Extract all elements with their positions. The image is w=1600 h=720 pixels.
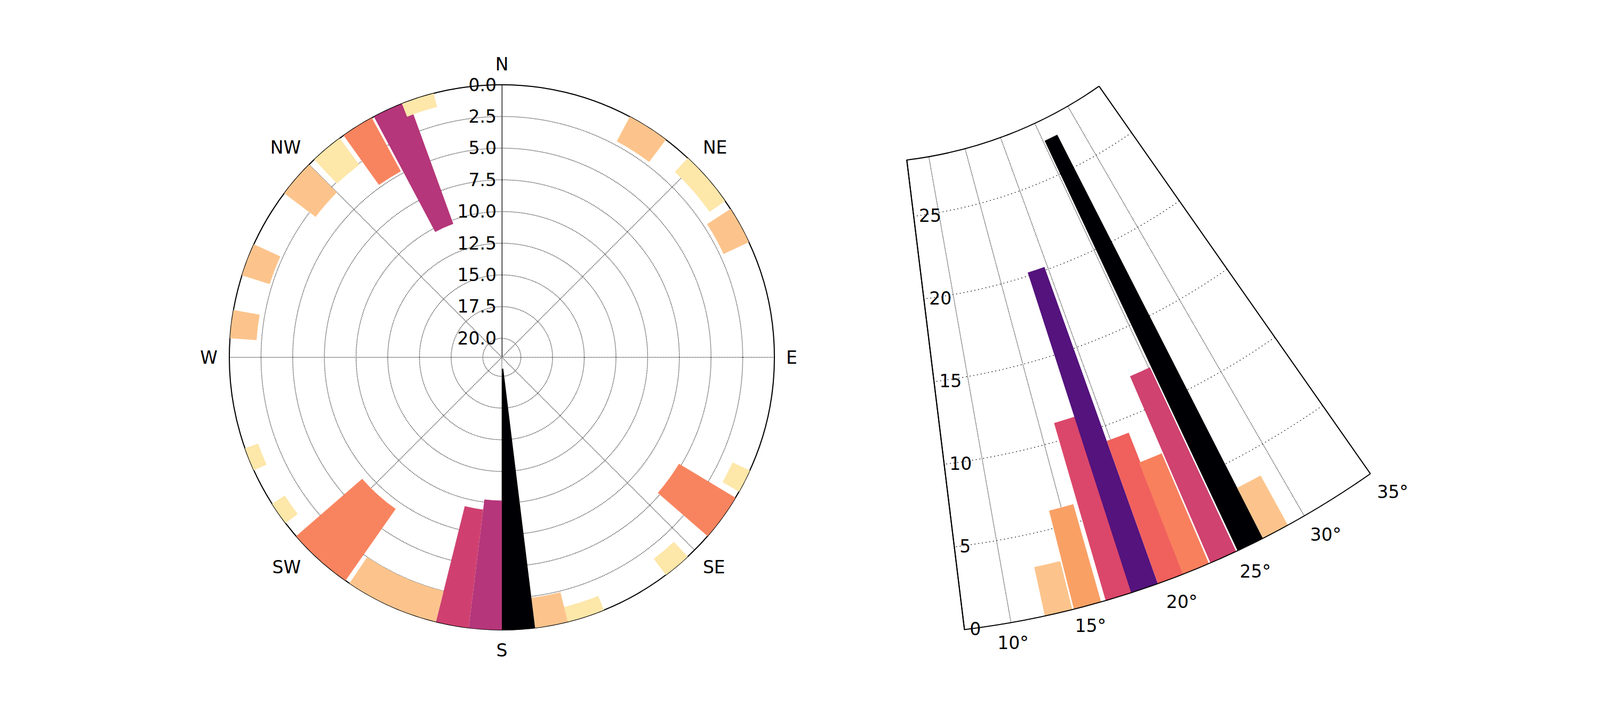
svg-text:15.0: 15.0 [457,264,497,286]
svg-text:N: N [495,53,509,75]
svg-text:20°: 20° [1166,591,1198,613]
svg-text:7.5: 7.5 [468,169,497,191]
svg-text:10.0: 10.0 [457,201,497,222]
svg-text:12.5: 12.5 [457,233,497,254]
svg-text:25°: 25° [1239,561,1271,582]
svg-text:15°: 15° [1075,615,1107,637]
svg-text:20.0: 20.0 [457,328,497,349]
svg-text:SW: SW [272,556,302,578]
svg-text:25: 25 [918,205,942,227]
svg-text:10°: 10° [997,632,1029,654]
svg-text:20: 20 [929,288,952,309]
svg-text:35°: 35° [1377,481,1409,503]
svg-text:W: W [200,347,218,368]
svg-text:10: 10 [949,453,972,475]
svg-text:5.0: 5.0 [468,137,497,159]
svg-text:17.5: 17.5 [457,296,497,317]
svg-text:5: 5 [959,536,971,557]
svg-text:2.5: 2.5 [468,106,497,127]
svg-text:0: 0 [969,618,981,640]
svg-text:NW: NW [270,137,301,158]
svg-text:S: S [496,640,508,661]
svg-text:15: 15 [939,370,962,392]
svg-text:NE: NE [702,137,728,158]
svg-text:0.0: 0.0 [468,74,497,96]
svg-text:SE: SE [702,556,726,578]
svg-text:30°: 30° [1310,524,1342,546]
svg-text:E: E [786,347,798,368]
